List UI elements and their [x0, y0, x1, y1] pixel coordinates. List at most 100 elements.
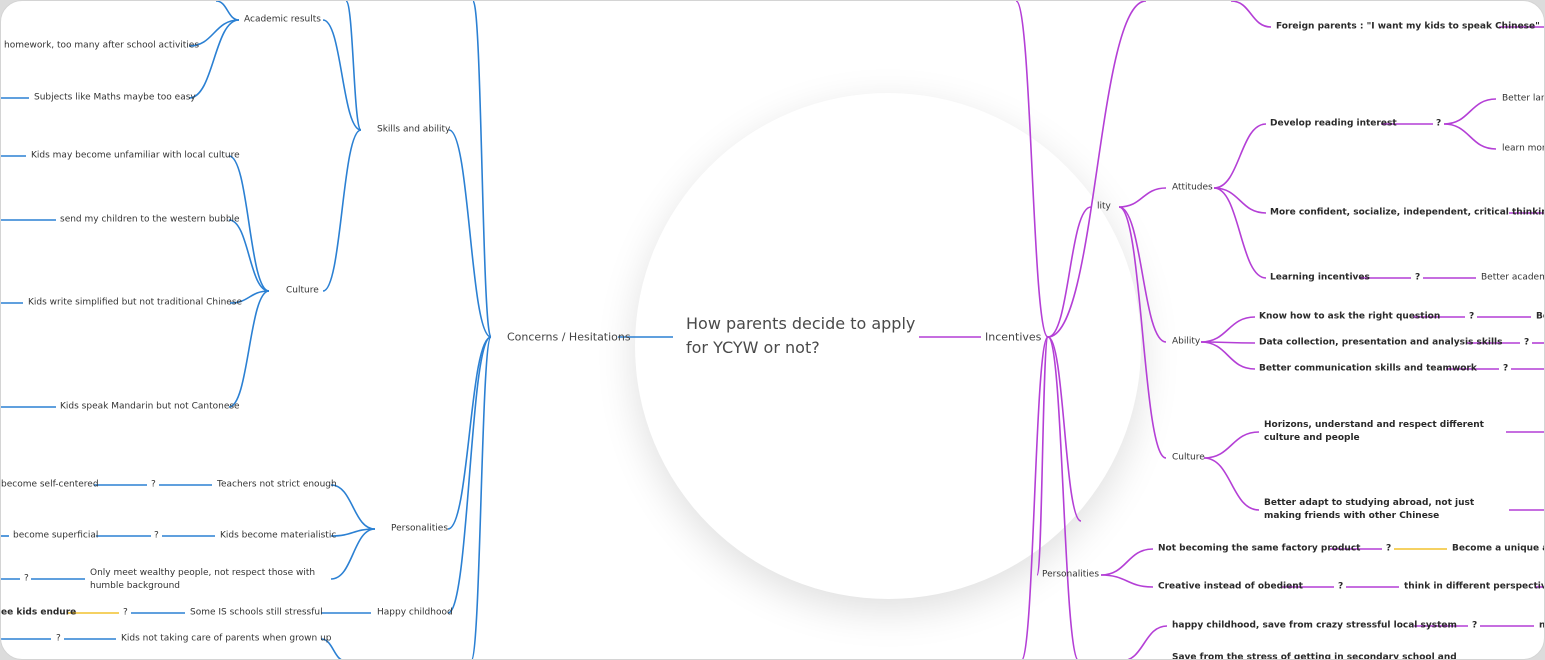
topic-node[interactable]: Ability: [1172, 336, 1201, 347]
topic-node[interactable]: Culture: [1172, 452, 1205, 463]
topic-node[interactable]: ?: [1472, 620, 1478, 631]
edge: [1036, 336, 1049, 576]
edge: [1118, 206, 1167, 343]
topic-node[interactable]: Better adapt to studying abroad, not jus…: [1264, 498, 1475, 521]
topic-node[interactable]: Better communication skills and teamwork: [1259, 363, 1477, 374]
edge: [330, 528, 376, 580]
topic-node[interactable]: ?: [151, 479, 156, 490]
edge: [1100, 548, 1154, 576]
topic-node[interactable]: homework, too many after school activiti…: [4, 40, 200, 51]
topic-node[interactable]: ?: [56, 633, 61, 644]
topic-node[interactable]: ee kids endure: [1, 607, 77, 618]
edge: [1118, 187, 1167, 208]
topic-node[interactable]: Foreign parents : "I want my kids to spe…: [1276, 21, 1540, 32]
edge: [345, 1, 362, 131]
edge: [215, 1, 240, 21]
edge: [1213, 123, 1267, 189]
topic-node[interactable]: Kids become materialistic: [220, 530, 337, 541]
edge: [1203, 457, 1260, 511]
topic-node[interactable]: lity: [1097, 201, 1111, 212]
topic-node[interactable]: Kids may become unfamiliar with local cu…: [31, 150, 240, 161]
topic-node[interactable]: ?: [1415, 272, 1421, 283]
topic-node[interactable]: ?: [154, 530, 159, 541]
topic-node[interactable]: send my children to the western bubble: [60, 214, 240, 225]
topic-node[interactable]: Better lang: [1502, 93, 1544, 104]
edge: [447, 336, 492, 614]
edge: [1230, 1, 1272, 28]
topic-node[interactable]: Only meet wealthy people, not respect th…: [90, 568, 316, 591]
topic-node[interactable]: Personalities: [391, 523, 449, 534]
edge: [229, 290, 270, 304]
topic-node[interactable]: Become a unique and: [1452, 543, 1544, 554]
topic-node[interactable]: Know how to ask the right question: [1259, 311, 1441, 322]
topic-node[interactable]: ?: [24, 573, 29, 584]
topic-node[interactable]: Teachers not strict enough: [217, 479, 337, 490]
topic-node[interactable]: Creative instead of obedient: [1158, 581, 1303, 592]
topic-node[interactable]: Be: [1536, 311, 1544, 322]
topic-node[interactable]: ?: [1386, 543, 1392, 554]
topic-node[interactable]: Learning incentives: [1270, 272, 1370, 283]
edge: [322, 19, 362, 131]
edge: [1118, 206, 1167, 459]
topic-node[interactable]: Concerns / Hesitations: [507, 330, 631, 344]
edge: [228, 219, 270, 292]
edge: [1200, 341, 1256, 370]
topic-node[interactable]: ?: [123, 607, 128, 618]
topic-node[interactable]: become self-centered: [1, 479, 99, 490]
edge: [1047, 336, 1082, 522]
topic-node[interactable]: Culture: [286, 285, 319, 296]
topic-node[interactable]: Skills and ability: [377, 124, 451, 135]
topic-node[interactable]: Incentives: [985, 330, 1042, 344]
edge: [1100, 574, 1154, 588]
topic-node[interactable]: Some IS schools still stressful: [190, 607, 323, 618]
topic-node[interactable]: ?: [1503, 363, 1509, 374]
topic-node[interactable]: become superficial: [13, 530, 99, 541]
edge: [1203, 431, 1260, 459]
edge: [1213, 187, 1267, 214]
topic-node[interactable]: ?: [1524, 337, 1530, 348]
edge: [1021, 336, 1049, 659]
edge: [1047, 336, 1079, 659]
topic-node[interactable]: Not becoming the same factory product: [1158, 543, 1361, 554]
topic-node[interactable]: Horizons, understand and respect differe…: [1264, 420, 1484, 443]
topic-node[interactable]: Develop reading interest: [1270, 118, 1397, 129]
topic-node[interactable]: ?: [1469, 311, 1475, 322]
topic-node[interactable]: ?: [1436, 118, 1442, 129]
topic-node[interactable]: Kids write simplified but not traditiona…: [28, 297, 243, 308]
topic-node[interactable]: Kids not taking care of parents when gro…: [121, 633, 332, 644]
edge: [472, 1, 492, 338]
edge: [1200, 316, 1256, 343]
edge: [1127, 625, 1168, 659]
topic-node[interactable]: More confident, socialize, independent, …: [1270, 207, 1545, 218]
topic-node[interactable]: happy childhood, save from crazy stressf…: [1172, 620, 1457, 631]
topic-node[interactable]: n: [1539, 620, 1545, 631]
topic-node[interactable]: Attitudes: [1172, 182, 1213, 193]
edge: [447, 336, 492, 530]
edge: [330, 484, 376, 530]
topic-node[interactable]: Personalities: [1042, 569, 1100, 580]
edge: [188, 19, 240, 99]
edge: [188, 19, 240, 47]
topic-node[interactable]: Subjects like Maths maybe too easy: [34, 92, 196, 103]
topic-node[interactable]: Better academi: [1481, 272, 1545, 283]
edge: [1015, 1, 1049, 338]
central-topic[interactable]: How parents decide to apply for YCYW or …: [686, 314, 916, 357]
edge: [1443, 98, 1497, 125]
topic-node[interactable]: ?: [1338, 581, 1344, 592]
edge: [1047, 1, 1147, 338]
topic-node[interactable]: Happy childhood: [377, 607, 453, 618]
topic-node[interactable]: Save from the stress of getting in secon…: [1172, 652, 1457, 660]
topic-node[interactable]: learn more: [1502, 143, 1544, 154]
topic-node[interactable]: Academic results: [244, 14, 321, 25]
edge: [1443, 123, 1497, 150]
topic-node[interactable]: think in different perspectives: [1404, 581, 1545, 592]
edge: [448, 129, 492, 338]
edge: [320, 638, 342, 659]
focus-circle: [635, 93, 1141, 599]
topic-node[interactable]: Kids speak Mandarin but not Cantonese: [60, 401, 240, 412]
topic-node[interactable]: Data collection, presentation and analys…: [1259, 337, 1503, 348]
edge: [228, 290, 270, 408]
edge: [228, 155, 270, 292]
